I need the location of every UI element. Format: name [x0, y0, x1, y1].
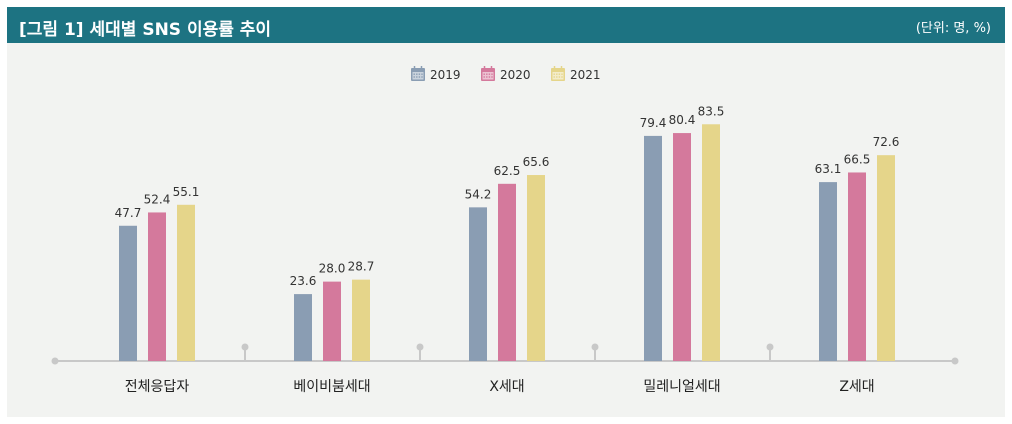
category-label: 베이비붐세대 [293, 379, 370, 395]
data-label: 23.6 [290, 274, 317, 288]
legend-label: 2020 [500, 68, 531, 82]
data-label: 79.4 [640, 116, 667, 130]
bar [877, 155, 895, 361]
bar [119, 225, 137, 361]
calendar-icon [481, 66, 495, 81]
category-label: 전체응답자 [125, 379, 190, 395]
calendar-icon [551, 66, 565, 81]
bar [469, 207, 487, 361]
bar [294, 294, 312, 361]
legend-label: 2021 [570, 68, 601, 82]
category-label: Z세대 [839, 379, 874, 395]
data-label: 66.5 [844, 152, 871, 166]
chart-header: [그림 1] 세대별 SNS 이용률 추이 (단위: 명, %) [7, 7, 1005, 43]
data-label: 47.7 [115, 206, 142, 220]
bar [702, 124, 720, 361]
data-label: 80.4 [669, 113, 696, 127]
bar [352, 279, 370, 361]
chart-panel: [그림 1] 세대별 SNS 이용률 추이 (단위: 명, %) 47.7 23.… [7, 7, 1005, 417]
bar [323, 281, 341, 361]
bar [819, 182, 837, 361]
axis-end-dot [51, 357, 59, 365]
bar [498, 183, 516, 361]
data-label: 83.5 [698, 104, 725, 118]
data-label: 28.0 [319, 262, 346, 276]
bar [644, 135, 662, 361]
data-label: 62.5 [494, 164, 521, 178]
axis-end-dot [951, 357, 959, 365]
bar [527, 175, 545, 361]
separator-dot [241, 343, 249, 351]
data-label: 28.7 [348, 260, 375, 274]
category-label: 밀레니얼세대 [643, 379, 720, 395]
bar-chart: 47.7 23.6 54.2 79.4 63.1 52.4 28.0 62.5 80.4 66.5… [51, 66, 959, 395]
bar [148, 212, 166, 361]
legend-label: 2019 [430, 68, 461, 82]
bar [673, 133, 691, 361]
data-label: 72.6 [873, 135, 900, 149]
separator-dot [416, 343, 424, 351]
calendar-icon [411, 66, 425, 81]
data-label: 65.6 [523, 155, 550, 169]
bar [177, 204, 195, 361]
data-label: 63.1 [815, 162, 842, 176]
separator-dot [591, 343, 599, 351]
unit-note: (단위: 명, %) [915, 21, 991, 36]
data-label: 52.4 [144, 192, 171, 206]
data-label: 55.1 [173, 185, 200, 199]
chart-title: [그림 1] 세대별 SNS 이용률 추이 [19, 20, 272, 40]
separator-dot [766, 343, 774, 351]
data-label: 54.2 [465, 187, 492, 201]
category-label: X세대 [489, 379, 524, 395]
bar [848, 172, 866, 361]
